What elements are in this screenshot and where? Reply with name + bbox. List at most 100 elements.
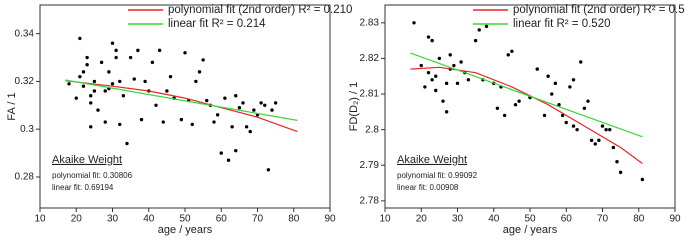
y-tick-label: 2.82	[360, 53, 380, 64]
data-point	[234, 148, 238, 153]
data-point	[412, 21, 416, 25]
data-point	[244, 125, 249, 129]
data-point	[430, 78, 434, 82]
data-point	[81, 84, 86, 88]
fit-line	[65, 79, 298, 121]
data-point	[78, 74, 82, 79]
data-point	[517, 99, 521, 103]
data-point	[571, 78, 576, 82]
data-point	[150, 60, 155, 65]
data-point	[89, 125, 93, 129]
data-point	[197, 70, 202, 74]
y-tick-label: 2.81	[360, 89, 380, 100]
data-point	[589, 138, 594, 143]
legend-label: polynomial fit (2nd order) R² = 0.210	[168, 4, 352, 16]
data-point	[263, 103, 267, 108]
data-point	[506, 53, 510, 57]
data-point	[608, 127, 612, 132]
data-point	[118, 79, 122, 84]
data-point	[78, 36, 82, 41]
y-tick-label: 2.79	[360, 160, 380, 171]
data-point	[600, 124, 605, 128]
legend-label: linear fit R² = 0.520	[513, 18, 610, 30]
x-tick-label: 90	[324, 214, 336, 225]
data-point	[110, 41, 115, 45]
data-point	[259, 101, 263, 105]
data-point	[212, 120, 216, 124]
data-point	[237, 105, 242, 110]
data-point	[132, 77, 136, 81]
data-point	[143, 79, 147, 84]
data-point	[161, 120, 165, 124]
y-tick-label: 0.34	[15, 28, 35, 39]
data-point	[550, 92, 554, 96]
data-point	[85, 55, 89, 60]
data-point	[593, 142, 597, 146]
data-point	[495, 106, 500, 110]
annotation-line: linear fit: 0.00908	[397, 183, 459, 192]
x-tick-label: 10	[379, 214, 391, 225]
data-point	[426, 70, 431, 75]
fit-line	[410, 66, 643, 164]
data-point	[103, 89, 107, 93]
data-point	[89, 94, 93, 98]
data-point	[564, 120, 568, 125]
annotation-line: linear fit: 0.69194	[52, 183, 114, 192]
legend-label: linear fit R² = 0.214	[168, 18, 266, 30]
data-point	[426, 35, 431, 39]
x-tick-label: 80	[633, 214, 645, 225]
data-point	[118, 122, 122, 127]
data-point	[125, 141, 129, 146]
x-tick-label: 70	[252, 214, 264, 225]
data-point	[157, 48, 162, 53]
y-tick-label: 2.8	[365, 124, 379, 135]
data-point	[434, 88, 438, 93]
data-point	[273, 101, 278, 105]
data-point	[248, 129, 252, 134]
data-point	[434, 74, 438, 78]
annotation-title: Akaike Weight	[52, 154, 122, 166]
data-point	[455, 81, 460, 86]
data-point	[459, 60, 463, 64]
data-point	[139, 117, 144, 122]
data-point	[168, 74, 173, 79]
y-tick-label: 2.78	[360, 196, 380, 207]
x-tick-label: 50	[524, 214, 536, 225]
x-tick-label: 90	[669, 214, 681, 225]
x-axis-label: age / years	[503, 224, 558, 236]
data-point	[560, 113, 565, 118]
annotation-title: Akaike Weight	[397, 154, 467, 166]
data-point	[96, 108, 100, 112]
data-point	[252, 108, 256, 112]
data-point	[597, 138, 601, 143]
data-point	[586, 99, 590, 103]
x-axis-label: age / years	[158, 224, 213, 236]
data-point	[81, 70, 86, 74]
annotation-line: polynomial fit: 0.99092	[397, 171, 478, 180]
data-point	[452, 63, 456, 68]
data-point	[215, 113, 220, 117]
x-tick-label: 40	[488, 214, 500, 225]
data-point	[201, 58, 205, 62]
data-point	[205, 98, 209, 103]
x-tick-label: 20	[416, 214, 428, 225]
data-point	[136, 48, 140, 53]
data-point	[419, 63, 423, 68]
data-point	[241, 101, 245, 105]
data-point	[542, 113, 547, 118]
data-point	[604, 127, 608, 132]
data-point	[437, 56, 442, 61]
data-point	[194, 79, 198, 84]
data-point	[510, 49, 514, 53]
data-point	[110, 82, 115, 86]
data-point	[234, 94, 238, 98]
data-point	[121, 94, 126, 98]
data-point	[154, 103, 158, 108]
data-point	[92, 79, 97, 84]
data-point	[85, 63, 89, 67]
data-point	[618, 170, 623, 175]
data-point	[107, 70, 111, 74]
legend-label: polynomial fit (2nd order) R² = 0.576	[513, 4, 685, 16]
data-point	[444, 81, 449, 86]
